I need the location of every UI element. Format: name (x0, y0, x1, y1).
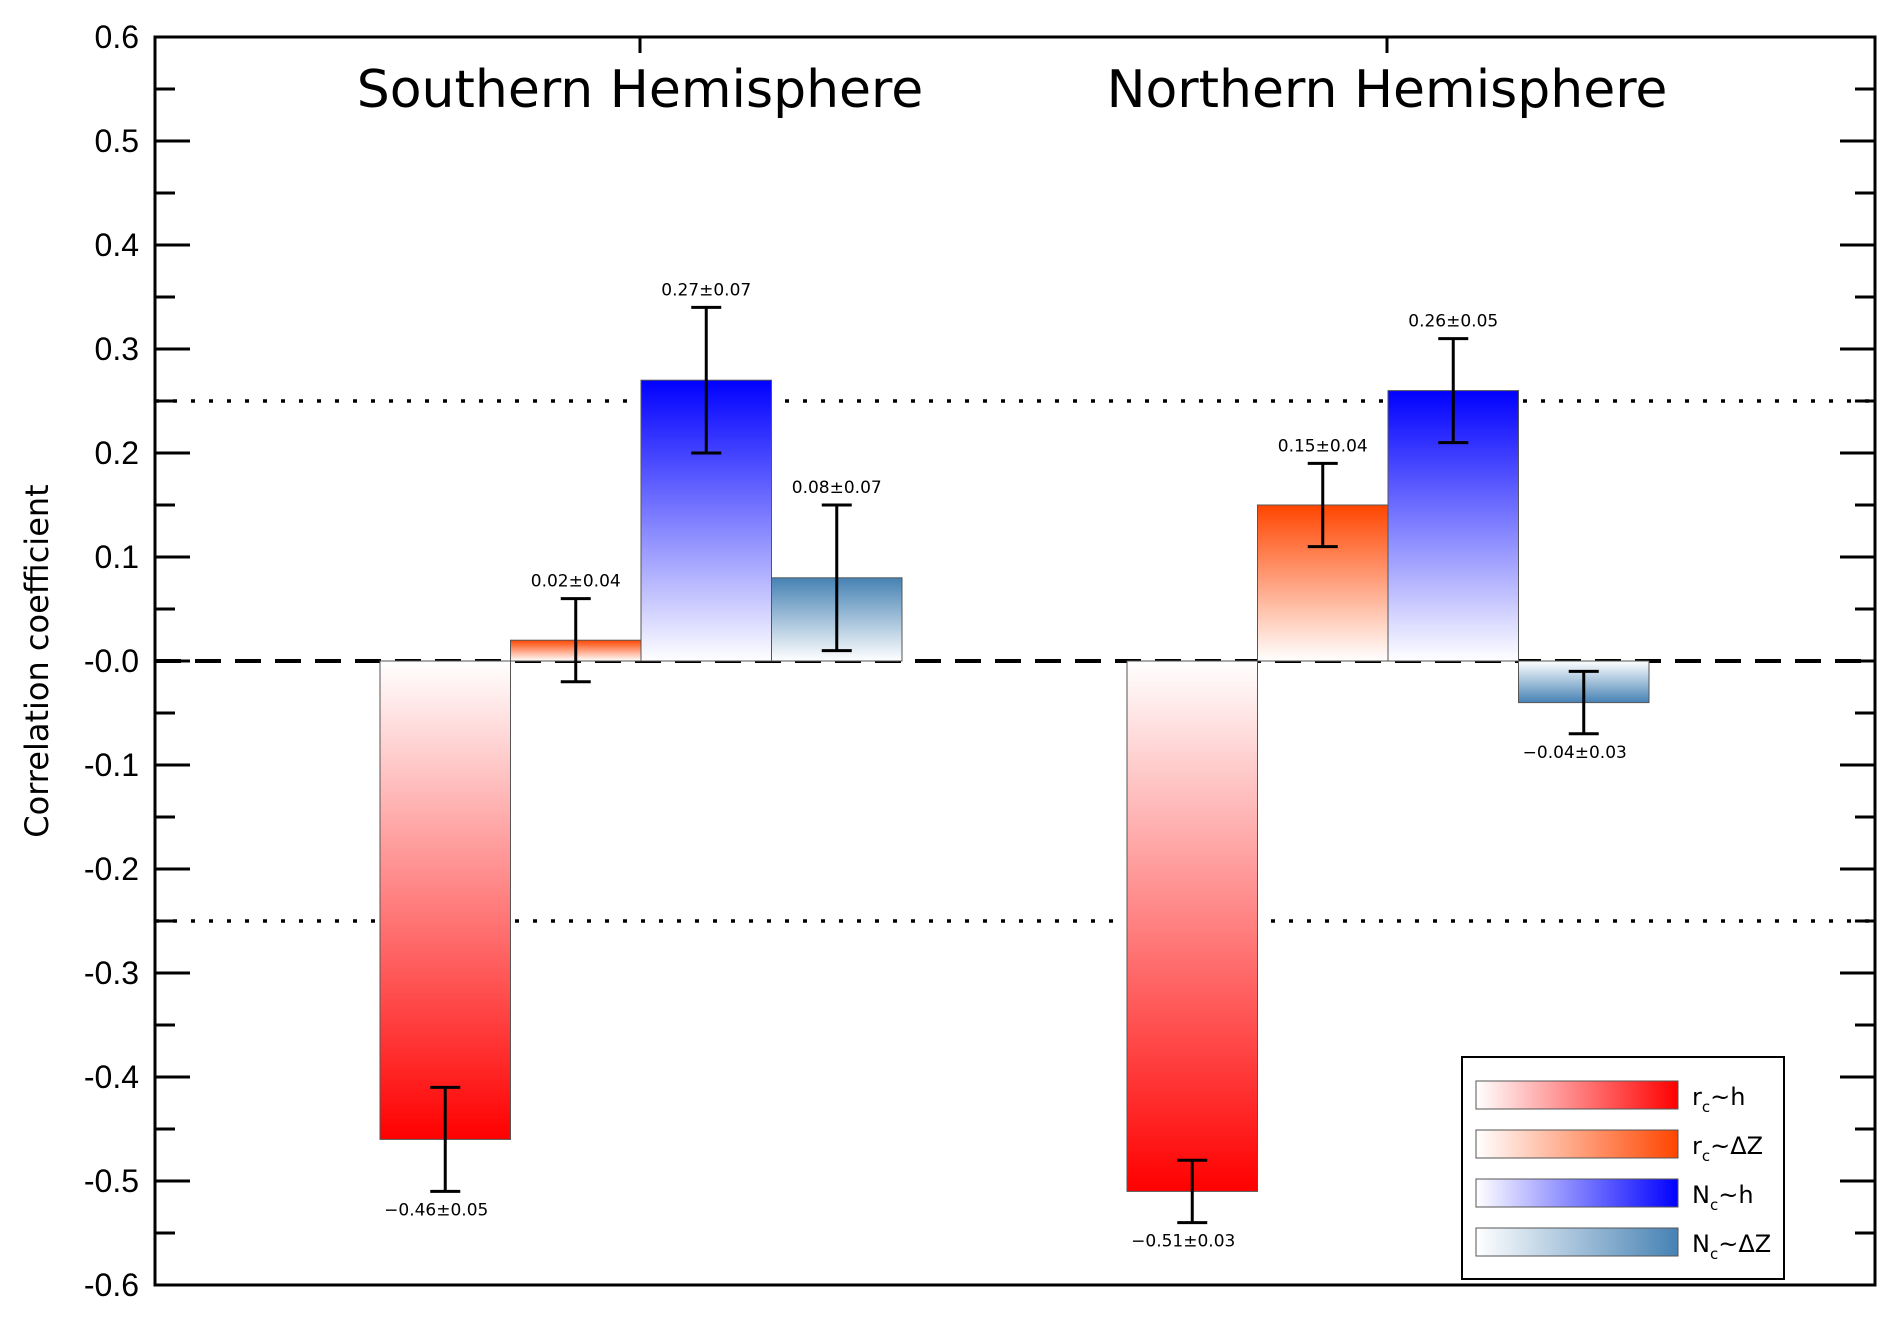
data-labels: −0.46±0.05 0.02±0.04 0.27±0.07 0.08±0.07 −0.… (384, 280, 1627, 1251)
data-label: 0.15±0.04 (1278, 436, 1368, 456)
legend-label-nc_h: Nc~h (1692, 1181, 1754, 1214)
y-tick-label: 0.1 (95, 539, 139, 575)
legend-swatch-rc_dz (1475, 1129, 1679, 1159)
y-tick-label: -0.6 (84, 1267, 139, 1303)
y-tick-label: -0.1 (84, 747, 139, 783)
bars (379, 379, 1650, 1192)
bar-southern-hemisphere-rc_h (379, 660, 511, 1140)
data-label: −0.46±0.05 (384, 1200, 488, 1220)
data-label: 0.27±0.07 (661, 280, 751, 300)
legend-swatch-nc_h (1475, 1178, 1679, 1208)
y-axis-label: Correlation coefficient (18, 484, 56, 837)
data-label: −0.04±0.03 (1523, 743, 1627, 763)
y-tick-label: -0.3 (84, 955, 139, 991)
bar-northern-hemisphere-rc_h (1126, 660, 1258, 1192)
y-tick-label: 0.5 (95, 123, 139, 159)
legend: rc~h rc~ΔZ Nc~h Nc~ΔZ (1461, 1056, 1785, 1280)
y-tick-label: 0.6 (95, 19, 139, 55)
legend-label-nc_dz: Nc~ΔZ (1692, 1230, 1771, 1263)
panel-title: Northern Hemisphere (1107, 60, 1668, 120)
legend-label-rc_h: rc~h (1692, 1083, 1745, 1116)
y-tick-label: 0.3 (95, 331, 139, 367)
y-tick-label: 0.2 (95, 435, 139, 471)
axes: 0.6 0.5 0.4 0.3 0.2 0.1 -0.0 -0.1 -0.2 -0.3 -0.4 -0… (18, 19, 1877, 1303)
data-label: 0.08±0.07 (792, 478, 882, 498)
data-label: 0.26±0.05 (1408, 312, 1498, 332)
legend-swatch-nc_dz (1475, 1227, 1679, 1257)
error-bars (430, 305, 1599, 1225)
legend-swatch-rc_h (1475, 1080, 1679, 1110)
legend-label-rc_dz: rc~ΔZ (1692, 1132, 1763, 1165)
y-tick-label: -0.5 (84, 1163, 139, 1199)
data-label: −0.51±0.03 (1131, 1232, 1235, 1252)
panel-title: Southern Hemisphere (357, 60, 924, 120)
y-tick-label: -0.0 (84, 643, 139, 679)
y-tick-label: -0.4 (84, 1059, 139, 1095)
data-label: 0.02±0.04 (531, 572, 621, 592)
y-tick-label: -0.2 (84, 851, 139, 887)
y-tick-label: 0.4 (95, 227, 139, 263)
panel-titles: Southern Hemisphere Northern Hemisphere (357, 60, 1668, 120)
